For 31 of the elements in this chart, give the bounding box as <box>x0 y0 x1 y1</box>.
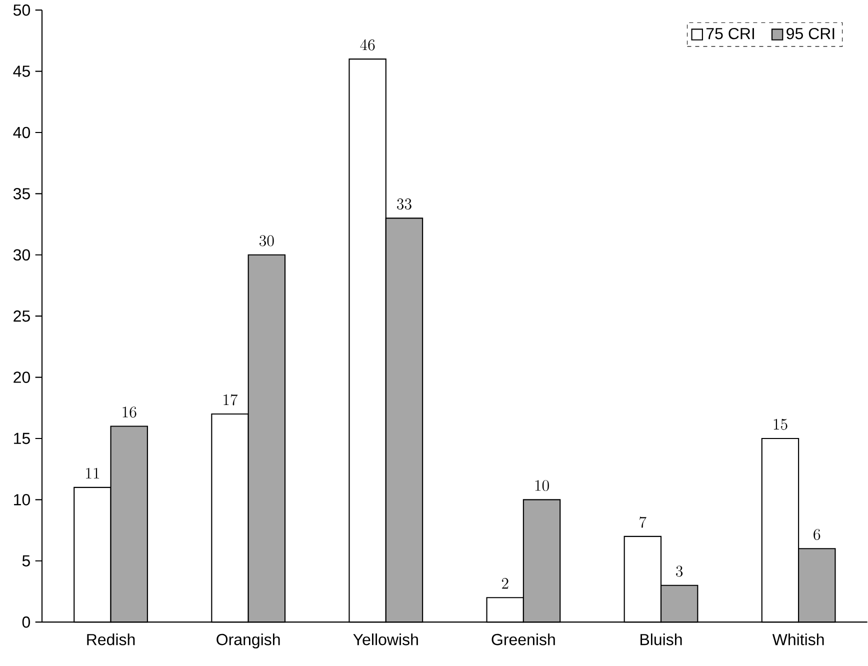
x-tick-label: Redish <box>87 633 135 646</box>
y-tick-label: 50 <box>13 4 30 16</box>
data-label: 17 <box>224 394 238 406</box>
y-tick-label: 0 <box>22 616 30 628</box>
y-tick-label: 35 <box>13 188 30 200</box>
y-tick-label: 40 <box>13 126 30 138</box>
y-tick-label: 20 <box>14 372 30 383</box>
x-tick-label: Whitish <box>772 633 824 646</box>
legend-label: 95 CRI <box>786 28 834 40</box>
y-tick-label: 5 <box>22 555 30 566</box>
x-tick-label: Yellowish <box>353 633 418 646</box>
y-tick-label: 45 <box>13 66 30 77</box>
y-tick-label: 10 <box>14 494 30 506</box>
x-tick-label: Orangish <box>216 633 280 648</box>
data-label: 7 <box>640 516 646 528</box>
data-label: 3 <box>676 566 683 577</box>
data-label: 6 <box>814 528 820 540</box>
data-label: 16 <box>122 406 136 418</box>
legend-label: 75 CRI <box>706 28 754 40</box>
data-label: 46 <box>360 39 375 50</box>
data-label: 10 <box>535 480 549 492</box>
data-label: 15 <box>774 418 788 430</box>
data-label: 11 <box>86 468 100 478</box>
data-label: 33 <box>397 198 412 210</box>
y-tick-label: 30 <box>13 249 30 260</box>
x-tick-label: Bluish <box>640 633 682 646</box>
y-tick-label: 25 <box>14 310 30 322</box>
x-tick-label: Greenish <box>492 633 555 646</box>
data-label: 30 <box>259 235 274 246</box>
y-tick-label: 15 <box>14 432 30 444</box>
data-label: 2 <box>502 578 508 589</box>
